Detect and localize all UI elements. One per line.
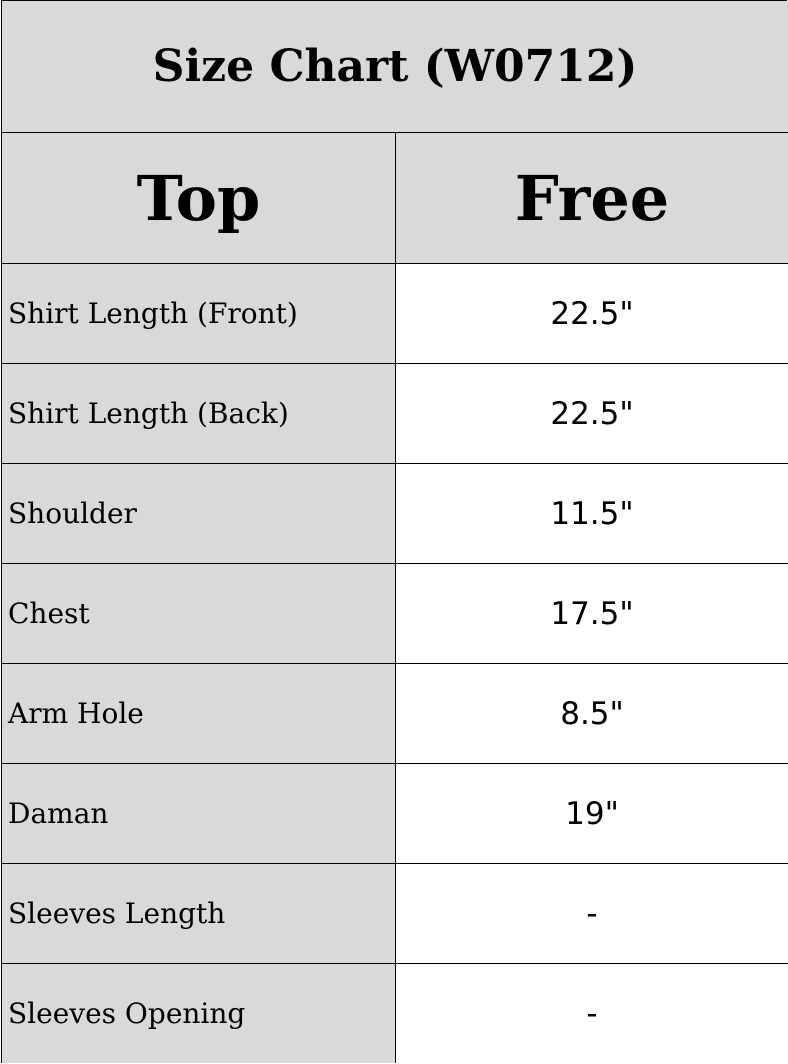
table-title: Size Chart (W0712) [2,1,788,133]
header-top: Top [2,133,396,264]
row-label: Sleeves Opening [2,964,396,1063]
row-label: Chest [2,564,396,664]
row-label: Shirt Length (Front) [2,264,396,364]
row-value: 22.5" [396,364,788,464]
header-free: Free [396,133,788,264]
row-value: - [396,964,788,1063]
row-label: Arm Hole [2,664,396,764]
row-label: Shirt Length (Back) [2,364,396,464]
row-label: Sleeves Length [2,864,396,964]
row-value: 11.5" [396,464,788,564]
row-value: 19" [396,764,788,864]
row-value: - [396,864,788,964]
row-label: Shoulder [2,464,396,564]
row-value: 22.5" [396,264,788,364]
row-value: 8.5" [396,664,788,764]
row-value: 17.5" [396,564,788,664]
row-label: Daman [2,764,396,864]
